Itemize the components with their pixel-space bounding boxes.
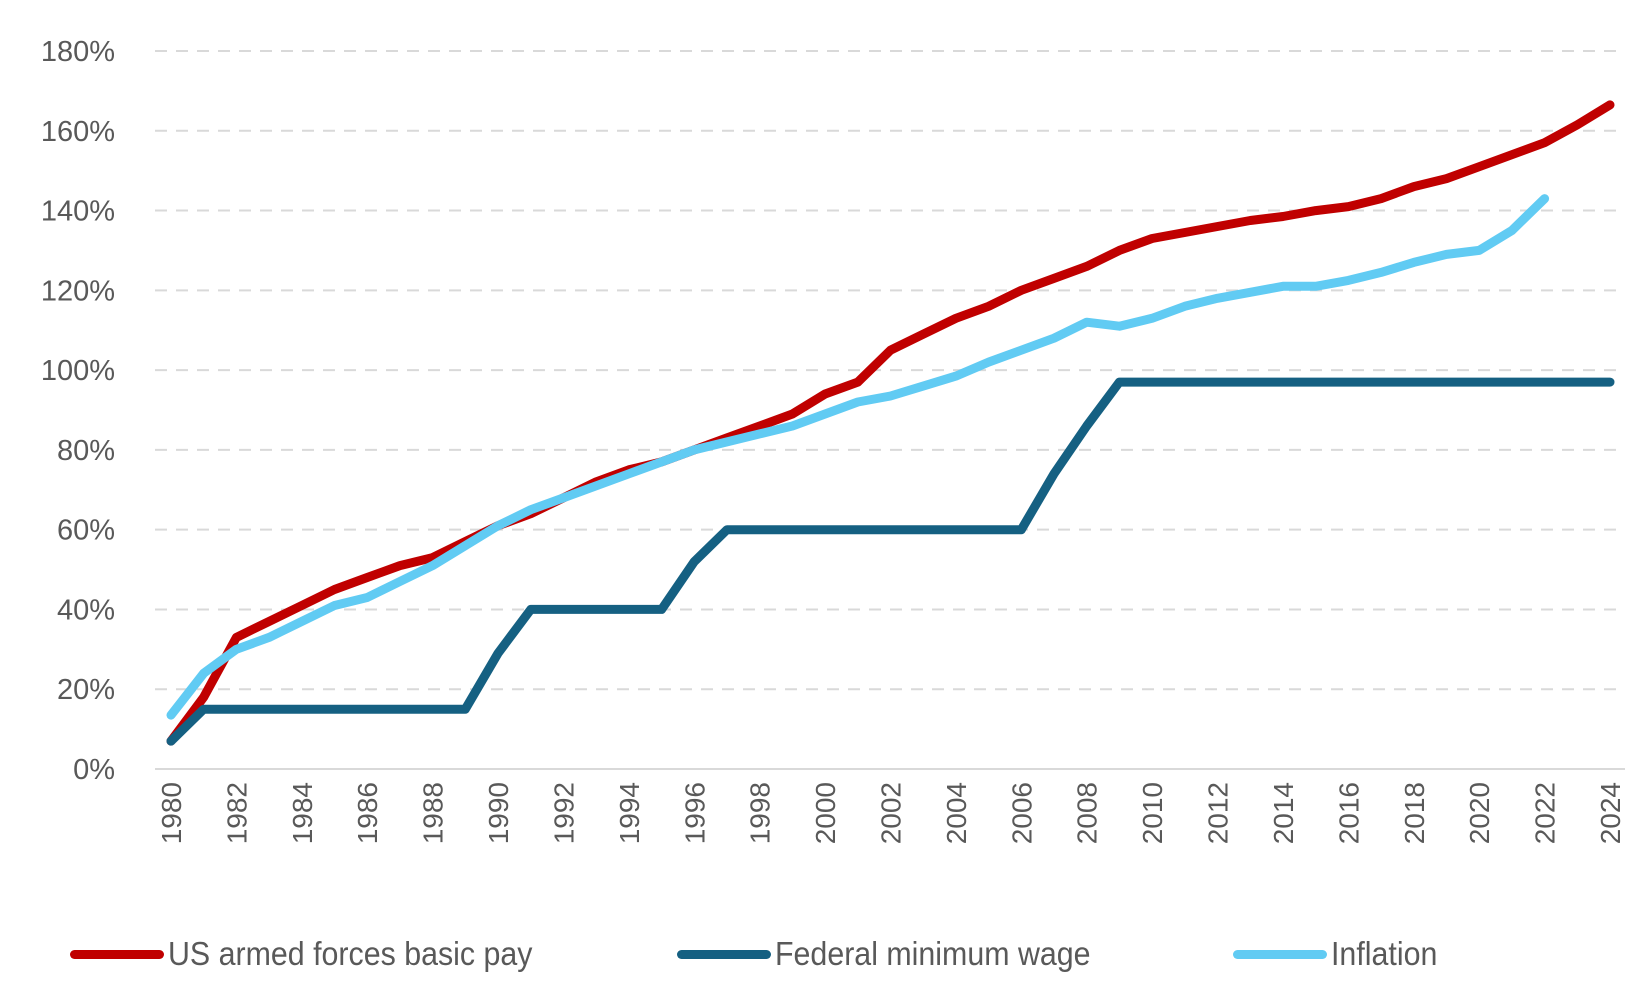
x-tick-label: 1984 (287, 782, 318, 844)
x-tick-label: 1994 (614, 782, 645, 844)
x-tick-label: 2002 (876, 782, 907, 844)
series-line-federal-minimum-wage (166, 377, 1615, 746)
y-axis-ticks: 0% 20% 40% 60% 80% 100% 120% 140% 160% 180% (41, 36, 115, 786)
x-tick-label: 1982 (221, 782, 252, 844)
x-tick-label: 1990 (483, 782, 514, 844)
y-tick-label: 0% (73, 754, 115, 786)
gridlines (155, 50, 1625, 770)
x-tick-label: 1996 (679, 782, 710, 844)
legend-label-minimum-wage: Federal minimum wage (775, 935, 1091, 972)
line-chart: 0%20%40%60%80%100%120%140%160%180% 1980 1… (41, 36, 1626, 844)
legend-item-armed-forces: US armed forces basic pay (70, 935, 564, 973)
legend-item-minimum-wage: Federal minimum wage (677, 935, 1118, 973)
x-tick-label: 2022 (1530, 782, 1561, 844)
y-tick-label: 180% (41, 36, 115, 68)
x-tick-label: 2020 (1464, 782, 1495, 844)
x-tick-label: 1992 (548, 782, 579, 844)
y-tick-label: 160% (41, 116, 115, 148)
legend-item-inflation: Inflation (1233, 935, 1447, 973)
x-tick-label: 1988 (418, 782, 449, 844)
y-tick-label: 60% (57, 515, 115, 547)
y-tick-label: 120% (41, 275, 115, 307)
x-tick-label: 1980 (156, 782, 187, 844)
y-tick-label: 100% (41, 355, 115, 387)
y-tick-label: 40% (57, 594, 115, 626)
x-tick-label: 2016 (1333, 782, 1364, 844)
x-tick-label: 2014 (1268, 782, 1299, 844)
y-tick-label: 140% (41, 196, 115, 228)
x-tick-label: 2010 (1137, 782, 1168, 844)
x-tick-label: 2024 (1595, 782, 1626, 844)
y-tick-label: 80% (57, 435, 115, 467)
x-axis-ticks: 1980 1982 1984 1986 1988 1990 1992 1994 1996 1998… (156, 782, 1626, 844)
series-lines (166, 100, 1615, 746)
legend-swatch-inflation (1233, 949, 1327, 959)
legend-swatch-armed-forces (70, 949, 164, 959)
legend-label-inflation: Inflation (1331, 935, 1438, 972)
legend-swatch-minimum-wage (677, 949, 771, 959)
legend-label-armed-forces: US armed forces basic pay (168, 935, 533, 972)
x-tick-label: 2018 (1399, 782, 1430, 844)
x-tick-label: 2004 (941, 782, 972, 844)
series-line-inflation (166, 194, 1550, 720)
series-line-us-armed-forces-basic-pay (166, 100, 1615, 746)
x-tick-label: 1986 (352, 782, 383, 844)
x-tick-label: 2000 (810, 782, 841, 844)
x-tick-label: 1998 (745, 782, 776, 844)
legend: US armed forces basic pay Federal minimu… (0, 935, 1651, 980)
x-tick-label: 2012 (1203, 782, 1234, 844)
x-tick-label: 2008 (1072, 782, 1103, 844)
y-tick-label: 20% (57, 674, 115, 706)
x-tick-label: 2006 (1006, 782, 1037, 844)
